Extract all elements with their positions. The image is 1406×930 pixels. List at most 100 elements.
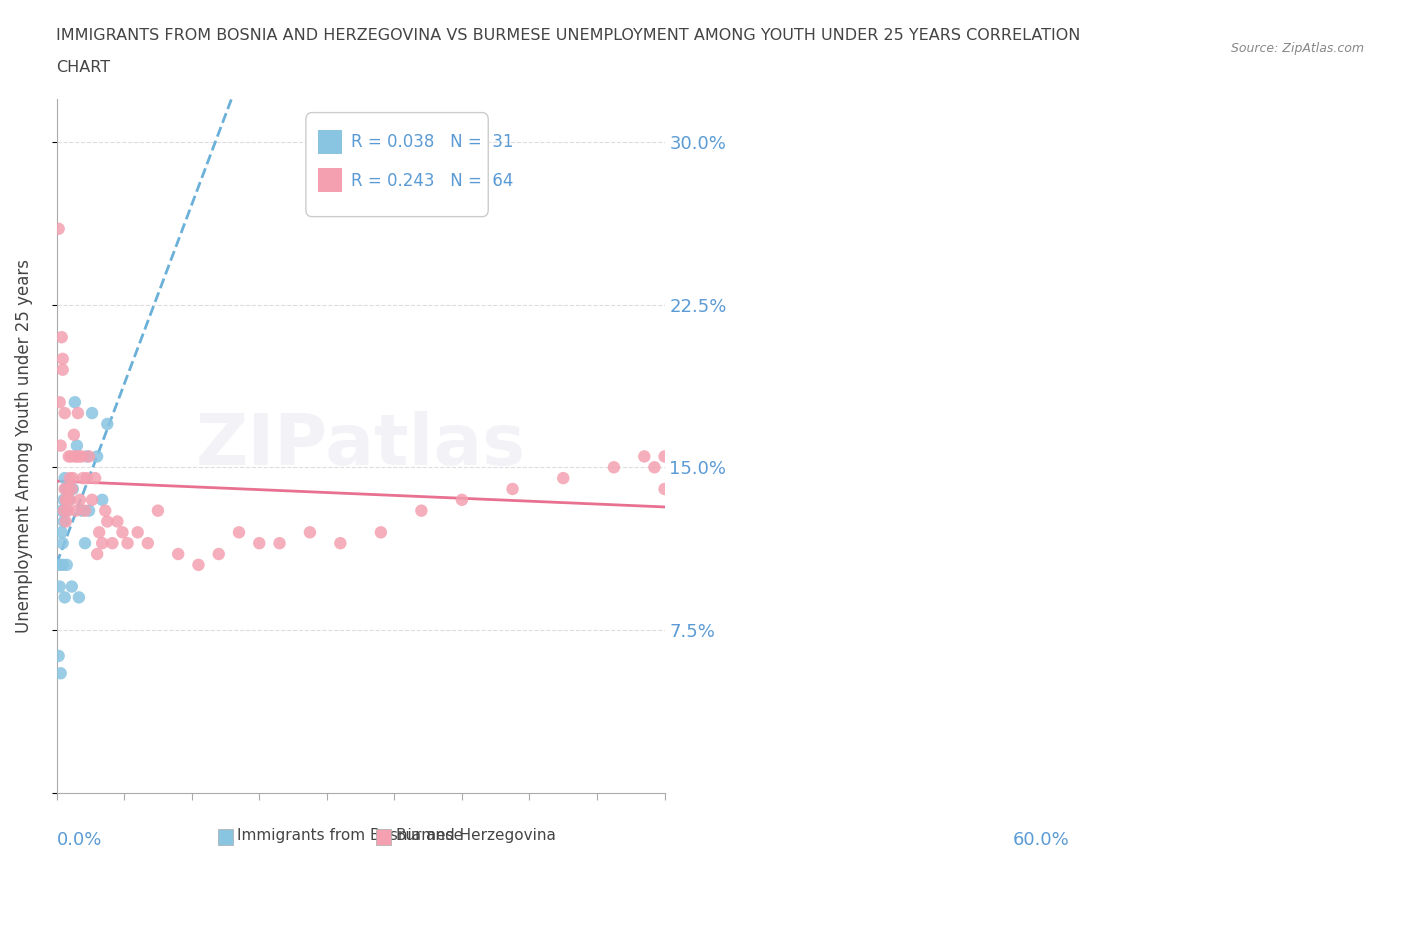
Point <box>654 482 676 497</box>
Point <box>52 557 75 572</box>
Point <box>66 449 89 464</box>
Point <box>48 221 70 236</box>
Point <box>48 579 70 594</box>
Y-axis label: Unemployment Among Youth under 25 years: Unemployment Among Youth under 25 years <box>15 259 32 632</box>
Point <box>52 352 75 366</box>
Point <box>136 536 159 551</box>
Text: IMMIGRANTS FROM BOSNIA AND HERZEGOVINA VS BURMESE UNEMPLOYMENT AMONG YOUTH UNDER: IMMIGRANTS FROM BOSNIA AND HERZEGOVINA V… <box>56 28 1081 43</box>
Point <box>51 330 73 345</box>
Point <box>67 449 90 464</box>
Point <box>96 514 118 529</box>
Point <box>53 590 76 604</box>
Point <box>62 482 84 497</box>
Point <box>187 557 209 572</box>
Point <box>59 482 82 497</box>
Point <box>101 536 124 551</box>
Point <box>633 449 655 464</box>
Point <box>48 395 70 410</box>
Point <box>107 514 129 529</box>
Point <box>53 405 76 420</box>
Point <box>55 492 77 507</box>
Point <box>329 536 352 551</box>
Point <box>55 514 77 529</box>
Point <box>127 525 149 539</box>
Point <box>56 492 79 507</box>
Text: R = 0.038   N =  31: R = 0.038 N = 31 <box>352 133 515 151</box>
Point <box>167 547 190 562</box>
Point <box>96 417 118 432</box>
Point <box>55 482 77 497</box>
Point <box>70 449 93 464</box>
Point <box>370 525 392 539</box>
Point <box>654 449 676 464</box>
Point <box>59 471 82 485</box>
Point <box>553 471 575 485</box>
Point <box>58 449 80 464</box>
Point <box>86 449 108 464</box>
Point <box>60 579 83 594</box>
Point <box>48 648 70 663</box>
Point <box>80 492 103 507</box>
Point <box>91 536 114 551</box>
Text: R = 0.243   N =  64: R = 0.243 N = 64 <box>352 171 513 190</box>
Point <box>643 459 665 474</box>
Point <box>66 405 89 420</box>
FancyBboxPatch shape <box>307 113 488 217</box>
Point <box>411 503 433 518</box>
Text: Immigrants from Bosnia and Herzegovina: Immigrants from Bosnia and Herzegovina <box>238 828 555 843</box>
Bar <box>318 130 342 154</box>
Point <box>53 471 76 485</box>
Point <box>63 427 86 442</box>
Point <box>73 536 96 551</box>
Bar <box>218 830 233 844</box>
Point <box>69 492 91 507</box>
Point <box>247 536 270 551</box>
Point <box>84 471 107 485</box>
Point <box>52 363 75 378</box>
Text: ZIPatlas: ZIPatlas <box>195 411 526 480</box>
Point <box>59 492 82 507</box>
Point <box>52 492 75 507</box>
Point <box>298 525 321 539</box>
Point <box>111 525 134 539</box>
Bar <box>375 830 391 844</box>
Point <box>58 492 80 507</box>
Point <box>52 536 75 551</box>
Point <box>269 536 291 551</box>
Point <box>76 449 98 464</box>
Point <box>63 449 86 464</box>
Text: Source: ZipAtlas.com: Source: ZipAtlas.com <box>1230 42 1364 55</box>
Point <box>73 503 96 518</box>
Bar <box>318 168 342 193</box>
Point <box>63 395 86 410</box>
Point <box>117 536 139 551</box>
Point <box>76 471 98 485</box>
Point <box>89 525 111 539</box>
Point <box>72 471 94 485</box>
Point <box>66 438 89 453</box>
Point <box>49 666 72 681</box>
Point <box>56 503 79 518</box>
Point <box>603 459 626 474</box>
Point <box>70 503 93 518</box>
Point <box>49 438 72 453</box>
Point <box>56 482 79 497</box>
Point <box>65 503 87 518</box>
Point <box>53 482 76 497</box>
Point <box>77 449 100 464</box>
Point <box>52 503 75 518</box>
Point <box>67 590 90 604</box>
Point <box>51 525 73 539</box>
Point <box>77 503 100 518</box>
Point <box>55 557 77 572</box>
Text: CHART: CHART <box>56 60 110 75</box>
Text: 0.0%: 0.0% <box>56 830 103 849</box>
Point <box>228 525 250 539</box>
Text: 60.0%: 60.0% <box>1014 830 1070 849</box>
Point <box>51 503 73 518</box>
Point <box>55 503 77 518</box>
Point <box>86 547 108 562</box>
Text: Burmese: Burmese <box>395 828 464 843</box>
Point <box>52 514 75 529</box>
Point <box>146 503 169 518</box>
